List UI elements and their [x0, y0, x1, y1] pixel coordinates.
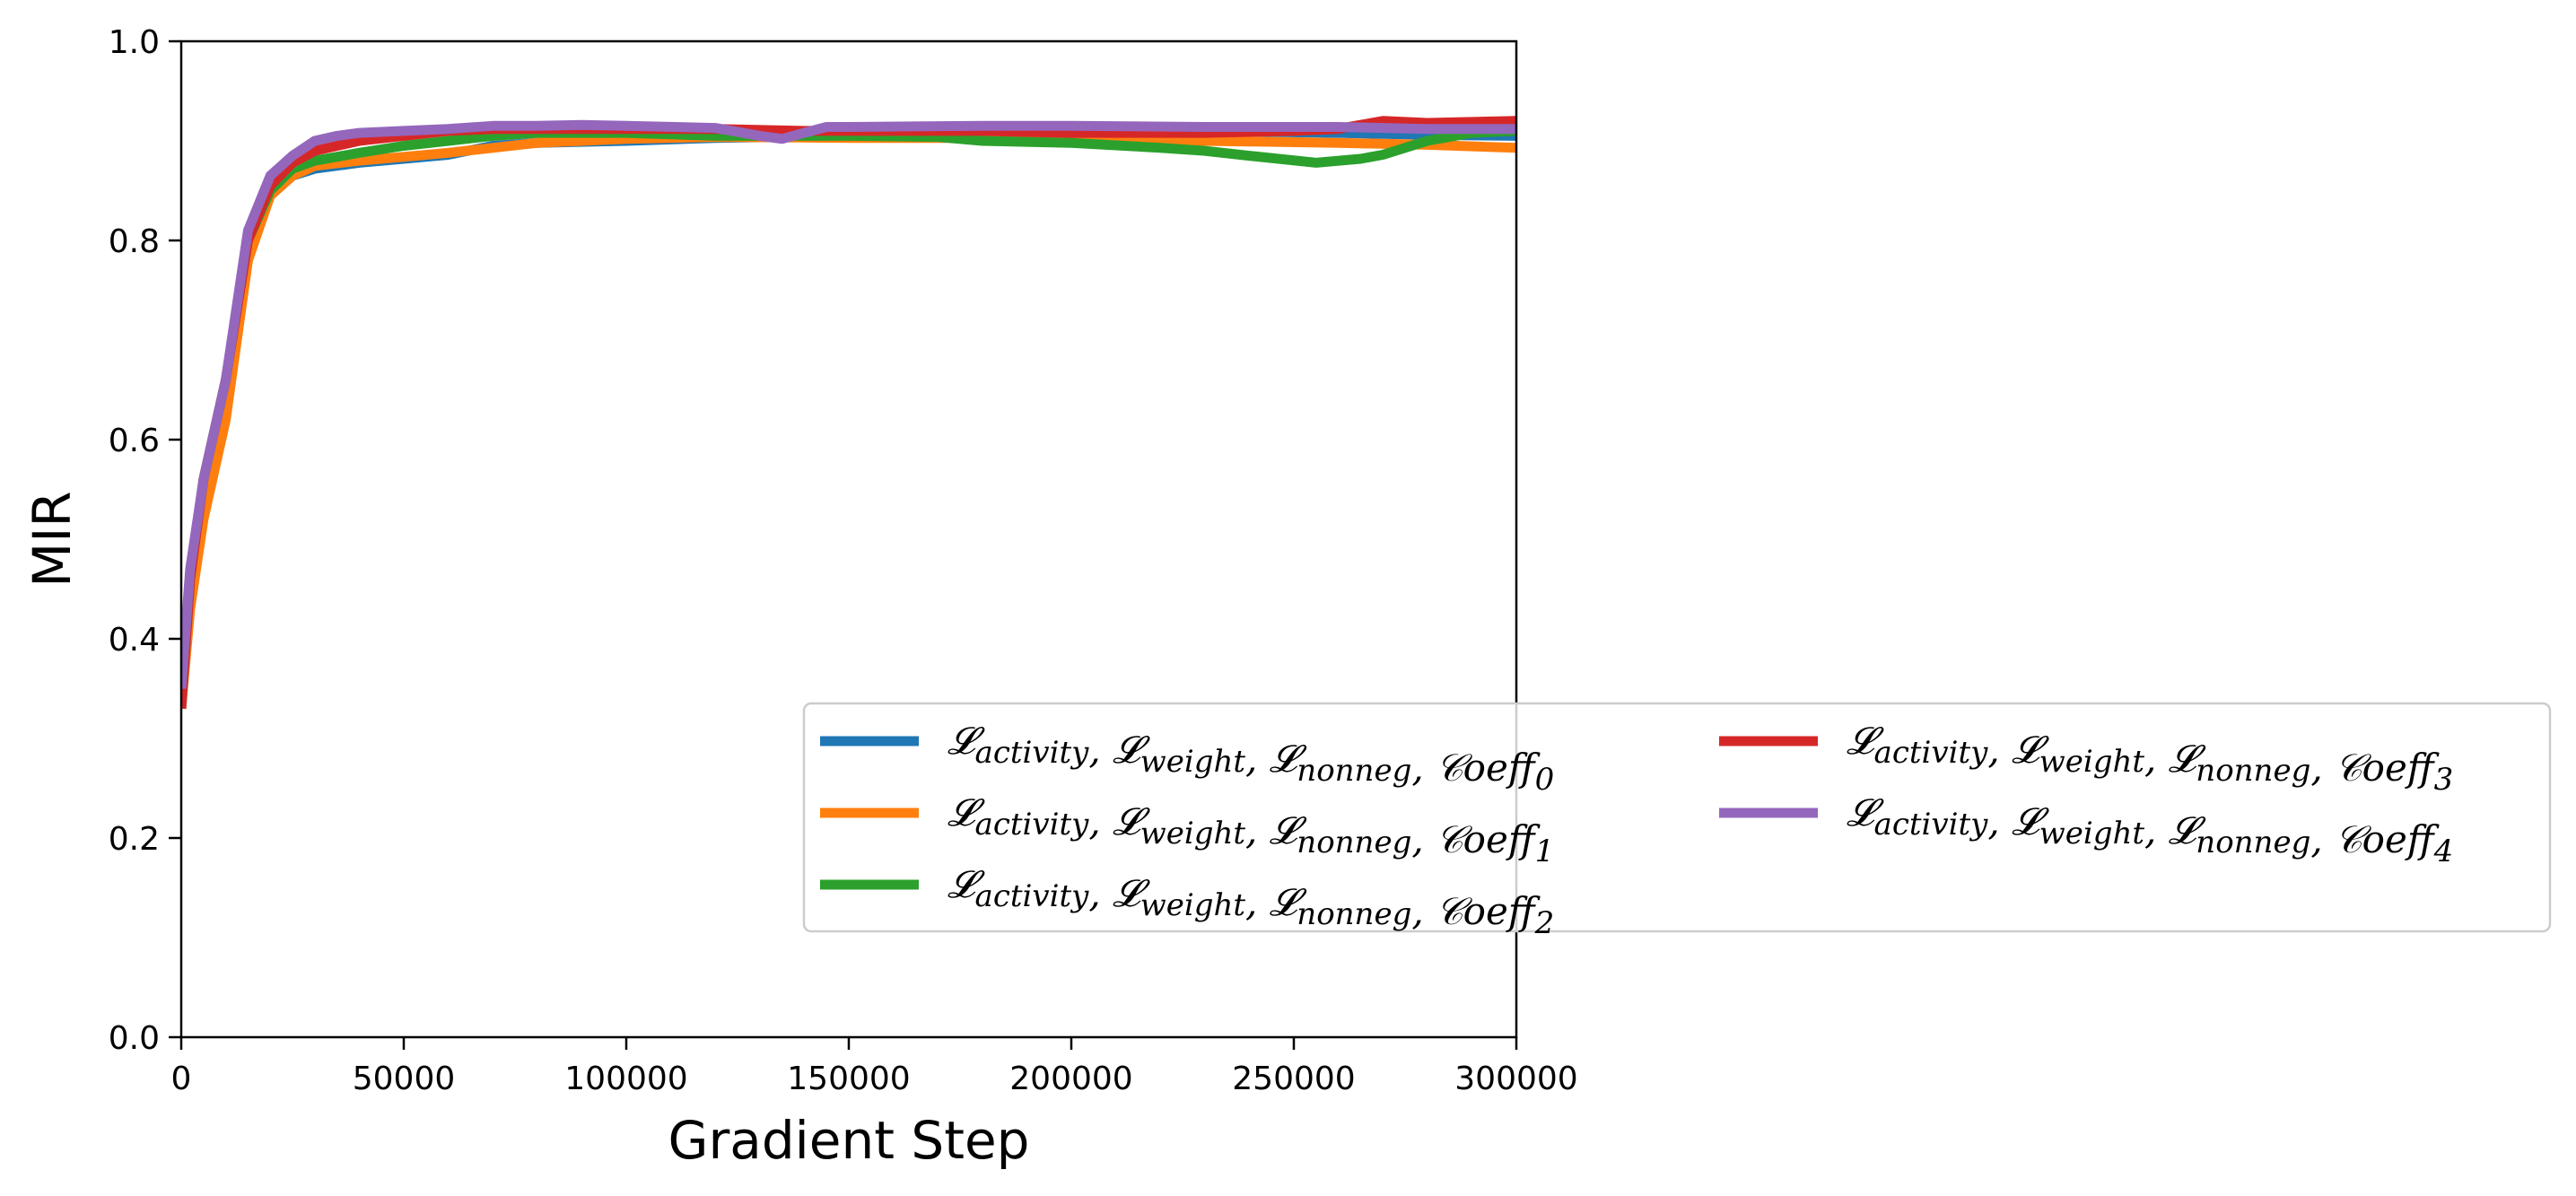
y-axis-label: MIR — [22, 491, 83, 587]
y-tick-label: 0.0 — [109, 1020, 160, 1057]
y-axis-ticks: 0.0 0.2 0.4 0.6 0.8 1.0 — [109, 24, 181, 1057]
legend-box — [802, 702, 2552, 933]
legend: 𝓛activity, 𝓛weight, 𝓛nonneg, 𝒞oeff0𝓛acti… — [802, 702, 2552, 941]
series-line-4 — [181, 119, 1516, 689]
x-axis-ticks: 0 50000 100000 150000 200000 250000 300000 — [171, 1037, 1578, 1097]
y-tick-label: 0.6 — [109, 423, 160, 459]
x-axis-label: Gradient Step — [668, 1110, 1030, 1171]
legend-label-4: 𝓛activity, 𝓛weight, 𝓛nonneg, 𝒞oeff4 — [1847, 790, 2453, 869]
legend-label-3: 𝓛activity, 𝓛weight, 𝓛nonneg, 𝒞oeff3 — [1847, 719, 2453, 798]
x-tick-label: 200000 — [1009, 1061, 1132, 1097]
series-layer — [181, 116, 1516, 710]
y-tick-label: 0.8 — [109, 223, 160, 260]
y-tick-label: 1.0 — [109, 24, 160, 61]
legend-label-0: 𝓛activity, 𝓛weight, 𝓛nonneg, 𝒞oeff0 — [947, 719, 1554, 798]
x-tick-label: 150000 — [787, 1061, 910, 1097]
x-tick-label: 250000 — [1232, 1061, 1355, 1097]
x-tick-label: 300000 — [1454, 1061, 1577, 1097]
y-tick-label: 0.4 — [109, 622, 160, 659]
legend-label-2: 𝓛activity, 𝓛weight, 𝓛nonneg, 𝒞oeff2 — [947, 862, 1554, 941]
legend-label-1: 𝓛activity, 𝓛weight, 𝓛nonneg, 𝒞oeff1 — [947, 790, 1554, 869]
x-tick-label: 50000 — [353, 1061, 456, 1097]
x-tick-label: 0 — [171, 1061, 192, 1097]
y-tick-label: 0.2 — [109, 821, 160, 858]
x-tick-label: 100000 — [564, 1061, 687, 1097]
